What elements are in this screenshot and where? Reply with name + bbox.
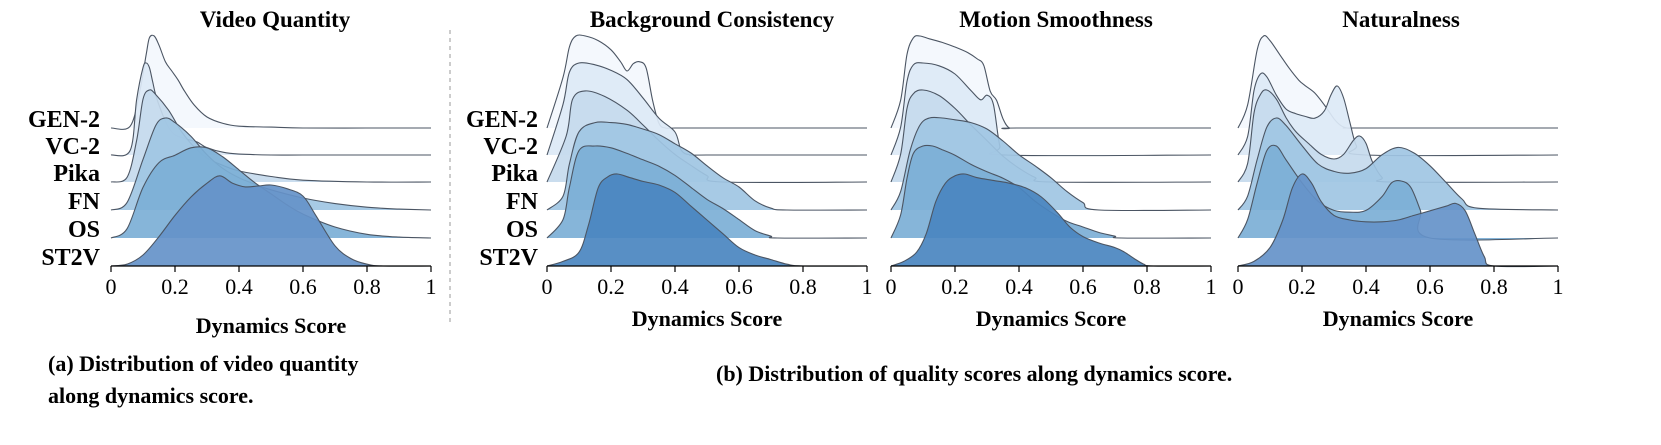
series-label-fn: FN — [68, 189, 101, 215]
x-tick-label: 0 — [542, 274, 553, 299]
x-tick-label: 0.4 — [1352, 274, 1380, 299]
ridge-line-os — [890, 144, 1212, 239]
x-tick-label: 0.8 — [789, 274, 817, 299]
x-axis-label: Dynamics Score — [196, 313, 347, 338]
ridge-line-st2v — [1237, 173, 1559, 268]
x-tick-label: 0.8 — [353, 274, 381, 299]
chart-title: Background Consistency — [590, 7, 835, 32]
chart-title: Video Quantity — [200, 7, 351, 32]
ridge-line-os — [546, 145, 868, 239]
ridge-line-st2v — [546, 173, 868, 267]
x-axis-label: Dynamics Score — [976, 306, 1127, 331]
x-tick-label: 1 — [426, 274, 437, 299]
x-axis-label: Dynamics Score — [1323, 306, 1474, 331]
x-tick-label: 0.8 — [1133, 274, 1161, 299]
series-label-pika: Pika — [53, 161, 100, 187]
series-label-fn: FN — [506, 189, 539, 215]
ridge-line-st2v — [110, 175, 432, 267]
x-tick-label: 0.2 — [941, 274, 969, 299]
ridge-area-gen-2 — [1238, 35, 1558, 129]
series-label-vc-2: VC-2 — [483, 134, 538, 160]
chart-title: Naturalness — [1342, 7, 1460, 32]
x-tick-label: 0 — [1233, 274, 1244, 299]
series-label-st2v: ST2V — [41, 245, 100, 271]
ridge-line-fn — [546, 121, 868, 211]
series-label-pika: Pika — [491, 161, 538, 187]
caption-a-line1: (a) Distribution of video quantity — [48, 351, 359, 376]
ridge-area-fn — [1238, 117, 1558, 210]
ridge-area-gen-2 — [111, 35, 431, 130]
x-tick-label: 1 — [1553, 274, 1564, 299]
series-label-st2v: ST2V — [479, 245, 538, 271]
ridge-line-gen-2 — [890, 35, 1211, 130]
series-label-os: OS — [506, 217, 538, 243]
x-tick-label: 0.4 — [1005, 274, 1033, 299]
ridge-line-fn — [890, 116, 1212, 212]
x-tick-label: 0 — [886, 274, 897, 299]
ridge-area-pika — [1238, 89, 1558, 183]
caption-b: (b) Distribution of quality scores along… — [716, 361, 1233, 386]
x-tick-label: 0.2 — [597, 274, 625, 299]
series-label-vc-2: VC-2 — [45, 134, 100, 160]
series-label-gen-2: GEN-2 — [28, 107, 100, 133]
chart-panel-2: Background Consistency GEN-2VC-2PikaFNOSS… — [466, 7, 873, 331]
x-tick-label: 0.6 — [289, 274, 317, 299]
ridge-area-st2v — [111, 175, 431, 267]
ridge-area-vc-2 — [1238, 72, 1558, 156]
ridge-line-os — [110, 146, 432, 239]
caption-a-line2: along dynamics score. — [48, 383, 254, 408]
chart-panel-4: Naturalness 0 0.2 0.4 0.6 0.8 1 Dynamics Score — [1233, 7, 1564, 331]
ridge-line-st2v — [890, 173, 1212, 267]
x-tick-label: 0.8 — [1480, 274, 1508, 299]
chart-panel-3: Motion Smoothness 0 0.2 0.4 0.6 0.8 1 Dynamics … — [886, 7, 1217, 331]
series-label-os: OS — [68, 217, 100, 243]
ridge-line-fn — [1237, 117, 1559, 211]
ridge-line-gen-2 — [1237, 35, 1558, 129]
ridge-line-gen-2 — [110, 34, 431, 130]
x-tick-label: 1 — [862, 274, 873, 299]
x-tick-label: 0.6 — [725, 274, 753, 299]
x-tick-label: 0.6 — [1416, 274, 1444, 299]
x-tick-label: 0 — [106, 274, 117, 299]
series-label-gen-2: GEN-2 — [466, 107, 538, 133]
x-tick-label: 0.4 — [225, 274, 253, 299]
x-tick-label: 0.2 — [1288, 274, 1316, 299]
chart-title: Motion Smoothness — [959, 7, 1153, 32]
x-tick-label: 1 — [1206, 274, 1217, 299]
ridge-line-os — [1237, 144, 1559, 241]
x-tick-label: 0.6 — [1069, 274, 1097, 299]
x-tick-label: 0.4 — [661, 274, 689, 299]
x-axis-label: Dynamics Score — [632, 306, 783, 331]
ridge-line-gen-2 — [546, 34, 867, 129]
ridge-area-st2v — [891, 173, 1211, 267]
x-tick-label: 0.2 — [161, 274, 189, 299]
